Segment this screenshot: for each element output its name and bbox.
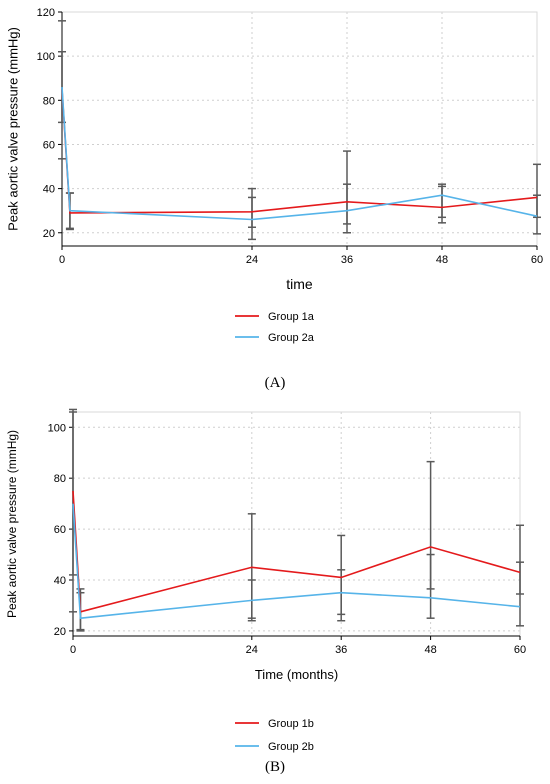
chart-panel-a: 20 40 60 80 100 120 0 24 36 48 60 Peak aortic valv… — [5, 7, 543, 391]
y-tick-label: 120 — [37, 7, 55, 19]
x-tick-label: 60 — [531, 254, 543, 266]
y-tick-label: 20 — [54, 626, 66, 638]
x-axis-label-b: Time (months) — [255, 667, 338, 682]
x-tick-label: 36 — [335, 644, 347, 656]
chart-panel-b: 20 40 60 80 100 0 24 36 48 60 Peak aortic valve p… — [5, 408, 526, 775]
panel-caption-a: (A) — [265, 375, 286, 391]
series-line-group-2b — [72, 503, 521, 620]
legend-label: Group 1a — [268, 311, 315, 323]
y-tick-label: 20 — [43, 228, 55, 240]
legend-a: Group 1a Group 2a — [235, 311, 315, 344]
x-tick-label: 0 — [70, 644, 76, 656]
y-tick-label: 40 — [43, 184, 55, 196]
y-tick-label: 40 — [54, 575, 66, 587]
y-tick-label: 60 — [54, 524, 66, 536]
y-tick-label: 80 — [43, 95, 55, 107]
y-tick-label: 100 — [48, 422, 66, 434]
y-tick-label: 80 — [54, 473, 66, 485]
y-axis-label-a: Peak aortic valve pressure (mmHg) — [5, 27, 20, 231]
legend-label: Group 1b — [268, 718, 314, 730]
x-tick-label: 48 — [436, 254, 448, 266]
legend-b: Group 1b Group 2b — [235, 718, 314, 753]
x-tick-label: 48 — [424, 644, 436, 656]
y-tick-label: 100 — [37, 51, 55, 63]
x-tick-label: 24 — [246, 254, 258, 266]
y-axis-label-b: Peak aortic valve pressure (mmHg) — [5, 430, 19, 618]
series-lines-b — [72, 490, 521, 620]
x-axis-label-a: time — [286, 276, 313, 292]
legend-label: Group 2b — [268, 741, 314, 753]
legend-label: Group 2a — [268, 332, 315, 344]
panel-caption-b: (B) — [265, 759, 285, 775]
series-lines-a — [61, 87, 538, 221]
x-tick-label: 0 — [59, 254, 65, 266]
y-tick-label: 60 — [43, 139, 55, 151]
x-tick-label: 24 — [246, 644, 258, 656]
series-line-group-2a — [61, 87, 538, 221]
x-tick-label: 60 — [514, 644, 526, 656]
x-tick-label: 36 — [341, 254, 353, 266]
